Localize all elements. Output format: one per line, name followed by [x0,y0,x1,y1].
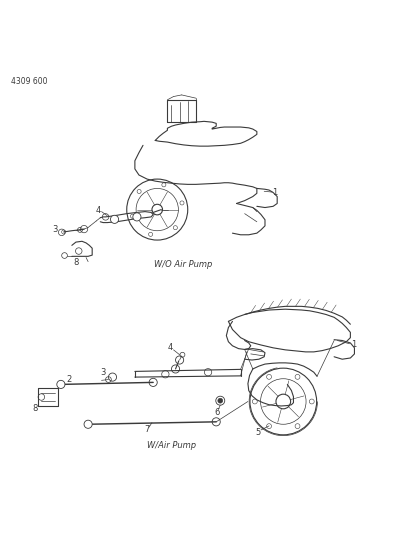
Circle shape [57,381,65,389]
Text: W/Air Pump: W/Air Pump [147,441,196,450]
Text: 1: 1 [273,188,278,197]
Text: 5: 5 [255,428,260,437]
Text: 4: 4 [168,343,173,352]
Text: 6: 6 [214,408,220,417]
Circle shape [84,420,92,429]
Text: 8: 8 [73,258,79,267]
Circle shape [133,213,141,221]
Text: 1: 1 [351,340,356,349]
Text: 3: 3 [52,225,58,235]
Text: 8: 8 [33,403,38,413]
Text: 2: 2 [67,375,72,384]
Text: 4309 600: 4309 600 [11,77,47,86]
Text: 7: 7 [144,425,150,434]
Text: 4: 4 [95,206,101,215]
Text: 3: 3 [100,368,106,377]
Circle shape [218,398,223,403]
Text: W/O Air Pump: W/O Air Pump [155,260,213,269]
Circle shape [111,215,119,223]
